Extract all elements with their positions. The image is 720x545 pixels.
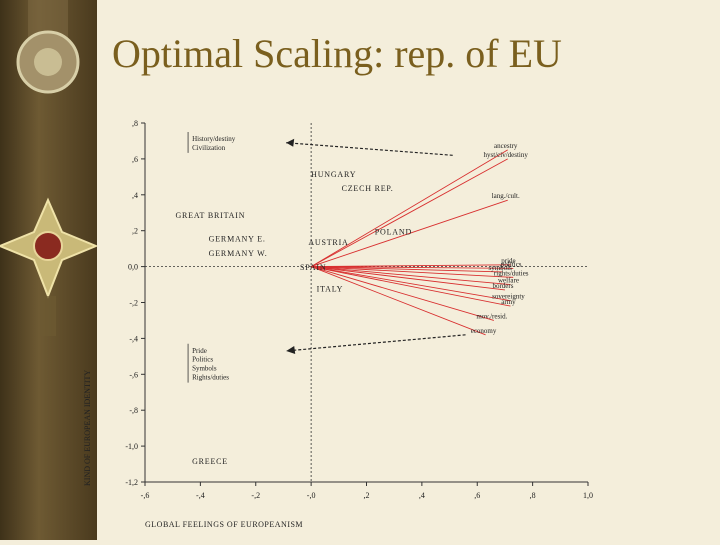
vector-line (311, 264, 511, 268)
arrowhead-icon (286, 345, 296, 354)
slide-title: Optimal Scaling: rep. of EU (112, 31, 562, 76)
vector-label: economy (471, 327, 497, 335)
annotation-arrow (286, 142, 453, 156)
y-tick-label: -,2 (129, 299, 138, 308)
x-axis-label: GLOBAL FEELINGS OF EUROPEANISM (145, 520, 303, 529)
annotation-label: Symbols (192, 365, 217, 373)
x-axis-ticks: -,6 -,4 -,2 -,0 ,2 ,4 ,6 ,8 1,0 (141, 482, 593, 500)
vector-line (311, 266, 514, 269)
y-tick-label: 0,0 (128, 263, 138, 272)
vector-line (311, 266, 505, 291)
x-tick-label: ,8 (530, 491, 536, 500)
vector-label: borders (492, 282, 513, 290)
vector-label: pride (501, 257, 515, 265)
annotation-label: Civilization (192, 144, 226, 152)
x-tick-label: ,4 (419, 491, 425, 500)
y-tick-label: -,8 (129, 406, 138, 415)
y-tick-label: -,4 (129, 334, 138, 343)
x-tick-label: -,2 (251, 491, 260, 500)
x-tick-label: -,4 (196, 491, 205, 500)
country-label: ITALY (317, 285, 344, 294)
annotation-arrow (286, 334, 466, 352)
x-tick-label: 1,0 (583, 491, 593, 500)
country-label: GREECE (192, 457, 228, 466)
y-tick-label: ,4 (132, 191, 138, 200)
vector-label: rights/duties (494, 269, 529, 277)
axes (144, 123, 588, 483)
x-tick-label: ,6 (474, 491, 480, 500)
vector-line (311, 266, 511, 307)
vector-line (311, 266, 514, 278)
country-points: HUNGARY CZECH REP. GREAT BRITAIN POLAND GERM… (175, 170, 412, 466)
vector-label: welfare (498, 277, 519, 285)
annotation-label: Rights/duties (192, 374, 229, 382)
y-tick-label: ,6 (132, 155, 138, 164)
country-label: HUNGARY (311, 170, 356, 179)
y-tick-label: -,6 (129, 370, 138, 379)
vector-line (310, 199, 508, 268)
vector-line (311, 266, 511, 302)
vector-label: hyst/civ/destiny (484, 151, 529, 159)
y-tick-label: -1,0 (125, 442, 138, 451)
x-tick-label: -,6 (141, 491, 150, 500)
y-axis-ticks: ,8 ,6 ,4 ,2 0,0 -,2 -,4 -,6 -,8 -1,0 -1,2 (125, 119, 145, 487)
annotation-label: Pride (192, 347, 207, 355)
country-label: POLAND (375, 227, 412, 236)
vector-line (310, 266, 486, 336)
vector-line (311, 266, 511, 285)
vector-label: politics (501, 260, 522, 268)
country-label: SPAIN (300, 263, 326, 272)
y-axis-label: KIND OF EUROPEAN IDENTITY (83, 370, 92, 486)
arrowhead-icon (286, 138, 295, 147)
vector-line (310, 158, 508, 267)
vector-label: army (501, 298, 516, 306)
country-label: CZECH REP. (342, 184, 394, 193)
vector-line (310, 149, 508, 267)
country-label: GERMANY E. (209, 234, 266, 243)
y-tick-label: -1,2 (125, 478, 138, 487)
vector-label: sovereignty (492, 293, 525, 301)
country-label: AUSTRIA (308, 238, 348, 247)
y-tick-label: ,8 (132, 119, 138, 128)
vector-line (310, 266, 494, 321)
decorative-sidebar (0, 0, 99, 540)
vector-label: mov./resid. (476, 312, 507, 320)
x-tick-label: -,0 (307, 491, 316, 500)
vector-label: lang./cult. (492, 192, 520, 200)
x-tick-label: ,2 (364, 491, 370, 500)
vector-label: symbols (488, 264, 512, 272)
vector-line (311, 266, 503, 273)
order-medal-icon (0, 0, 99, 336)
country-label: GREAT BRITAIN (175, 211, 245, 220)
annotation-label: Politics (192, 356, 213, 364)
country-label: GERMANY W. (209, 249, 268, 258)
y-tick-label: ,2 (132, 227, 138, 236)
vector-label: ancestry (494, 142, 518, 150)
annotation-label: History/destiny (192, 135, 236, 143)
